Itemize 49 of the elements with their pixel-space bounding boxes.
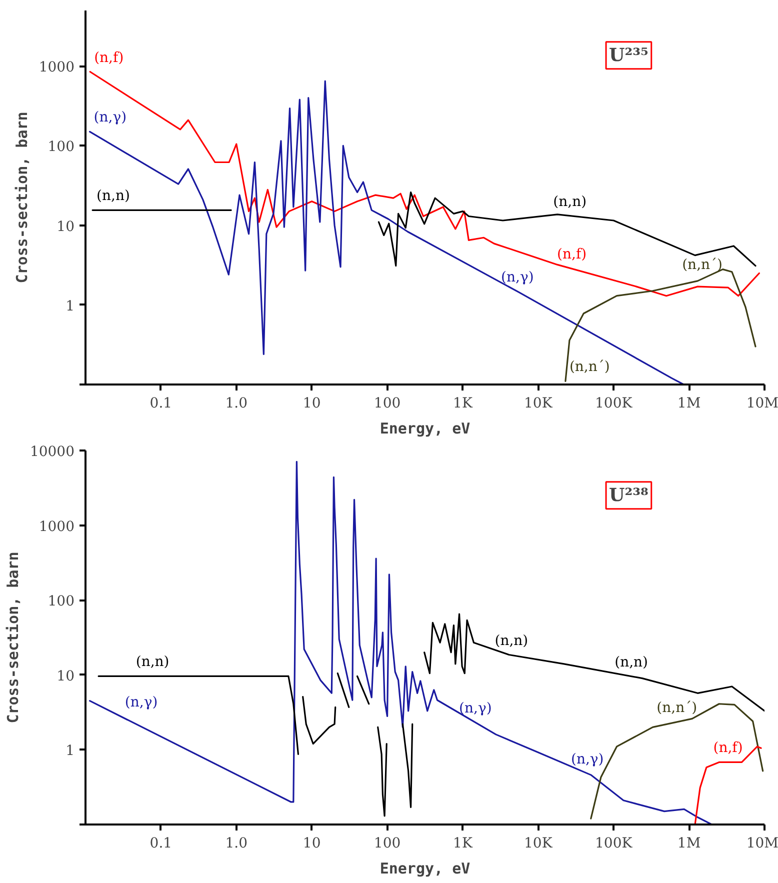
x-tick-label: 1.0 <box>225 836 248 852</box>
x-tick-label: 1.0 <box>225 396 248 412</box>
series-label: (n,γ) <box>570 751 604 768</box>
text: U²³⁵ <box>609 44 648 66</box>
y-tick-label: 10 <box>56 218 75 235</box>
x-tick-label: 100K <box>595 836 633 852</box>
y-tick-label: 1000 <box>38 60 75 76</box>
x-axis-title: Energy, eV <box>380 420 470 438</box>
y-tick-label: 1 <box>66 743 75 760</box>
x-tick-label: 100K <box>595 396 633 412</box>
y-tick-label: 10 <box>56 668 75 684</box>
y-tick-label: 10000 <box>30 444 75 460</box>
annotation: (n,γ) <box>459 700 492 716</box>
x-tick-label: 1K <box>453 396 473 412</box>
y-tick-label: 100 <box>48 139 75 156</box>
x-tick-label: 1M <box>677 836 701 852</box>
x-tick-label: 10K <box>524 836 553 852</box>
x-tick-label: 10M <box>746 396 778 412</box>
annotation: (n,n) <box>96 188 130 204</box>
annotation: (n,γ) <box>124 694 158 710</box>
y-tick-label: 1000 <box>38 518 75 535</box>
series-label: (n,n´) <box>656 700 698 716</box>
x-tick-label: 0.1 <box>150 396 172 412</box>
series-label: (n,n) <box>494 633 528 650</box>
x-tick-label: 0.1 <box>150 836 172 852</box>
y-tick-label: 1 <box>66 298 75 314</box>
series-label: (n,f) <box>713 740 743 756</box>
x-tick-label: 1K <box>453 836 473 852</box>
x-tick-label: 10M <box>746 836 778 852</box>
annotation: (n,f) <box>94 50 124 66</box>
y-tick-label: 100 <box>48 594 75 610</box>
annotation: (n,n) <box>136 654 170 670</box>
text: U²³⁸ <box>609 484 648 506</box>
x-tick-label: 100 <box>374 836 401 852</box>
x-tick-label: 10K <box>524 396 553 412</box>
series-label: (n,f) <box>557 246 587 263</box>
annotation: (n,γ) <box>94 110 127 126</box>
x-tick-label: 1M <box>677 396 701 412</box>
series-label: (n,n) <box>553 194 587 210</box>
series-label: (n,γ) <box>501 269 534 286</box>
y-axis-title: Cross-section, barn <box>4 552 22 724</box>
annotation: (n,n) <box>614 654 648 670</box>
x-tick-label: 10 <box>302 836 321 852</box>
x-tick-label: 10 <box>302 396 321 412</box>
annotation: (n,n´) <box>682 256 723 273</box>
series-label: (n,n´) <box>569 359 610 376</box>
x-tick-label: 100 <box>374 396 401 412</box>
x-axis-title: Energy, eV <box>380 860 470 878</box>
y-axis-title: Cross-section, barn <box>12 112 31 284</box>
